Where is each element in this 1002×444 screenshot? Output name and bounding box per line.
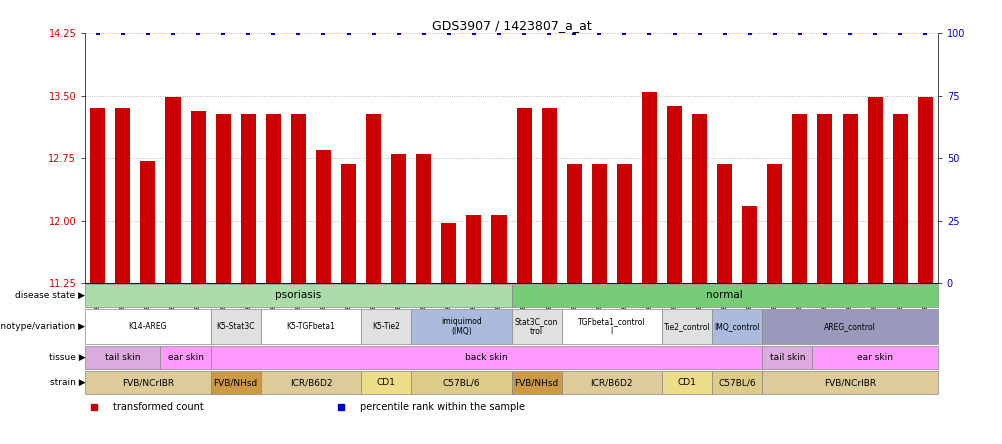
Bar (411, 309, 511, 344)
Bar (391, 154, 406, 283)
Text: tail skin: tail skin (769, 353, 805, 362)
Bar (316, 150, 331, 283)
Bar (261, 309, 361, 344)
Bar (160, 346, 210, 369)
Text: Stat3C_con
trol: Stat3C_con trol (514, 317, 558, 336)
Text: C57BL/6: C57BL/6 (717, 378, 756, 387)
Bar (817, 114, 832, 283)
Bar (561, 309, 661, 344)
Text: ICR/B6D2: ICR/B6D2 (290, 378, 332, 387)
Bar (892, 114, 907, 283)
Bar (767, 164, 782, 283)
Bar (691, 114, 706, 283)
Bar (812, 346, 937, 369)
Text: K5-TGFbeta1: K5-TGFbeta1 (287, 322, 335, 331)
Text: AREG_control: AREG_control (824, 322, 875, 331)
Bar (792, 114, 807, 283)
Bar (917, 97, 932, 283)
Text: transformed count: transformed count (112, 402, 203, 412)
Text: FVB/NHsd: FVB/NHsd (213, 378, 258, 387)
Bar (616, 164, 631, 283)
Text: K5-Stat3C: K5-Stat3C (216, 322, 255, 331)
Bar (115, 108, 130, 283)
Bar (591, 164, 606, 283)
Bar (741, 206, 757, 283)
Bar (85, 284, 511, 307)
Bar (90, 108, 105, 283)
Bar (240, 114, 256, 283)
Text: TGFbeta1_control
l: TGFbeta1_control l (577, 317, 645, 336)
Text: back skin: back skin (465, 353, 507, 362)
Bar (867, 97, 882, 283)
Bar (140, 161, 155, 283)
Bar (441, 223, 456, 283)
Bar (661, 371, 711, 394)
Text: K14-AREG: K14-AREG (128, 322, 167, 331)
Text: normal: normal (705, 290, 742, 301)
Text: tissue ▶: tissue ▶ (48, 353, 85, 362)
Bar (762, 371, 937, 394)
Bar (716, 164, 731, 283)
Text: FVB/NHsd: FVB/NHsd (514, 378, 558, 387)
Text: ear skin: ear skin (167, 353, 203, 362)
Text: CD1: CD1 (377, 378, 395, 387)
Bar (511, 309, 561, 344)
Text: strain ▶: strain ▶ (49, 378, 85, 387)
Bar (516, 108, 531, 283)
Bar (341, 164, 356, 283)
Bar (85, 309, 210, 344)
Text: genotype/variation ▶: genotype/variation ▶ (0, 322, 85, 331)
Bar (416, 154, 431, 283)
Bar (411, 371, 511, 394)
Text: CD1: CD1 (677, 378, 695, 387)
Bar (762, 309, 937, 344)
Bar (366, 114, 381, 283)
Text: FVB/NCrIBR: FVB/NCrIBR (122, 378, 173, 387)
Bar (291, 114, 306, 283)
Bar (566, 164, 581, 283)
Title: GDS3907 / 1423807_a_at: GDS3907 / 1423807_a_at (431, 19, 591, 32)
Bar (762, 346, 812, 369)
Bar (541, 108, 556, 283)
Text: ICR/B6D2: ICR/B6D2 (590, 378, 632, 387)
Bar (361, 309, 411, 344)
Bar (210, 371, 261, 394)
Text: FVB/NCrIBR: FVB/NCrIBR (824, 378, 875, 387)
Bar (561, 371, 661, 394)
Bar (511, 371, 561, 394)
Bar (666, 106, 681, 283)
Bar (210, 309, 261, 344)
Bar (361, 371, 411, 394)
Bar (842, 114, 857, 283)
Bar (85, 346, 160, 369)
Text: percentile rank within the sample: percentile rank within the sample (360, 402, 524, 412)
Text: Tie2_control: Tie2_control (663, 322, 709, 331)
Text: imiquimod
(IMQ): imiquimod (IMQ) (441, 317, 481, 336)
Bar (261, 371, 361, 394)
Bar (165, 97, 180, 283)
Text: tail skin: tail skin (105, 353, 140, 362)
Bar (266, 114, 281, 283)
Text: K5-Tie2: K5-Tie2 (372, 322, 400, 331)
Bar (511, 284, 937, 307)
Text: IMQ_control: IMQ_control (713, 322, 760, 331)
Text: C57BL/6: C57BL/6 (442, 378, 480, 387)
Bar (661, 309, 711, 344)
Bar (215, 114, 230, 283)
Text: ear skin: ear skin (857, 353, 892, 362)
Bar (711, 309, 762, 344)
Bar (491, 215, 506, 283)
Bar (466, 215, 481, 283)
Bar (210, 346, 762, 369)
Bar (190, 111, 205, 283)
Bar (85, 371, 210, 394)
Text: psoriasis: psoriasis (275, 290, 322, 301)
Bar (711, 371, 762, 394)
Bar (641, 91, 656, 283)
Text: disease state ▶: disease state ▶ (15, 291, 85, 300)
